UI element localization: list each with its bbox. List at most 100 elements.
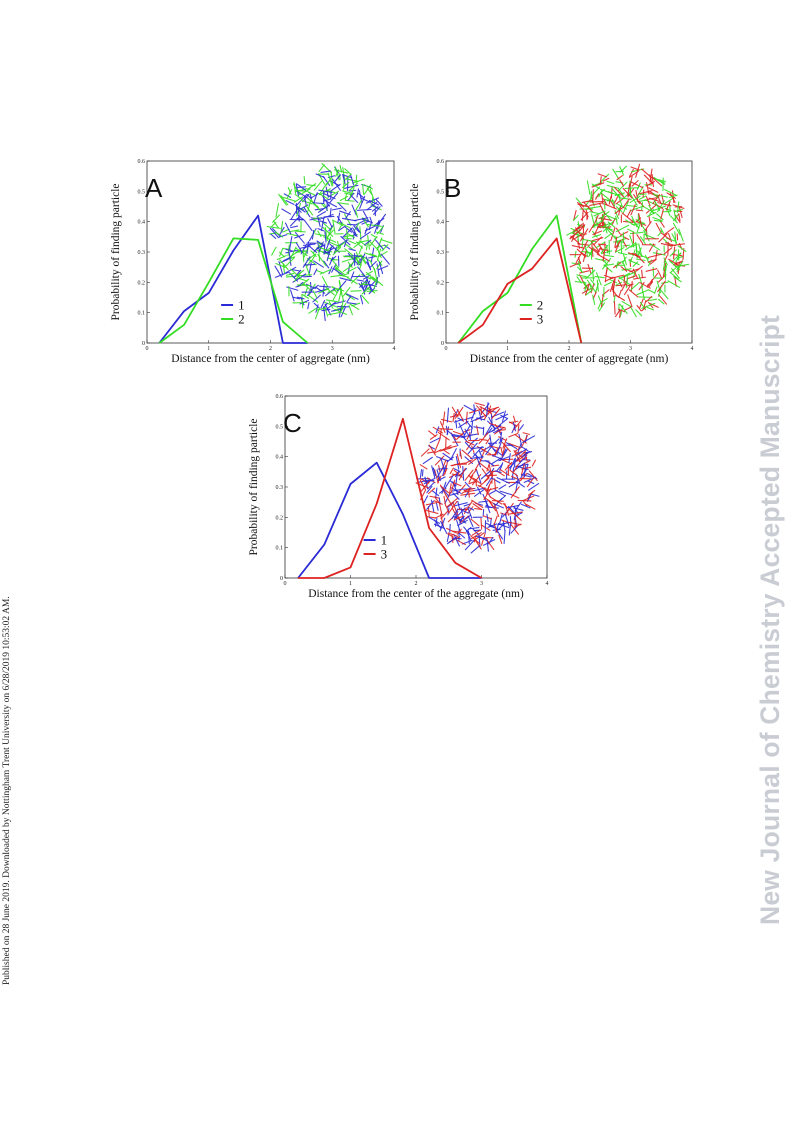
inset-stroke bbox=[480, 445, 491, 453]
inset-stroke bbox=[465, 440, 475, 446]
inset-stroke bbox=[327, 172, 333, 187]
inset-stroke bbox=[274, 271, 289, 278]
inset-stroke bbox=[653, 205, 667, 212]
inset-stroke bbox=[674, 263, 690, 268]
inset-stroke bbox=[376, 260, 383, 270]
inset-stroke bbox=[356, 239, 369, 244]
inset-stroke bbox=[323, 306, 326, 322]
inset-stroke bbox=[472, 477, 482, 485]
inset-stroke bbox=[306, 259, 312, 267]
inset-stroke bbox=[636, 289, 650, 296]
inset-stroke bbox=[353, 217, 369, 222]
inset-stroke bbox=[473, 426, 485, 429]
inset-stroke bbox=[573, 232, 585, 240]
inset-stroke bbox=[334, 174, 341, 182]
inset-stroke bbox=[673, 276, 682, 283]
inset-stroke bbox=[599, 188, 614, 195]
inset-stroke bbox=[438, 502, 443, 516]
inset-stroke bbox=[617, 251, 628, 256]
inset-stroke bbox=[334, 308, 348, 315]
inset-stroke bbox=[326, 301, 337, 310]
inset-stroke bbox=[419, 478, 430, 484]
inset-stroke bbox=[485, 522, 495, 528]
inset-stroke bbox=[514, 479, 519, 494]
inset-stroke bbox=[620, 266, 628, 272]
inset-stroke bbox=[629, 234, 635, 248]
inset-stroke bbox=[279, 259, 289, 271]
inset-stroke bbox=[456, 519, 461, 532]
inset-stroke bbox=[501, 444, 506, 458]
inset-stroke bbox=[479, 447, 492, 455]
inset-stroke bbox=[633, 276, 647, 280]
inset-stroke bbox=[298, 273, 307, 280]
inset-stroke bbox=[317, 216, 321, 227]
inset-stroke bbox=[338, 222, 344, 230]
inset-stroke bbox=[630, 181, 644, 189]
inset-stroke bbox=[309, 191, 312, 199]
inset-stroke bbox=[469, 433, 479, 436]
inset-stroke bbox=[313, 246, 321, 252]
inset-stroke bbox=[573, 223, 583, 234]
inset-stroke bbox=[453, 515, 464, 521]
inset-stroke bbox=[488, 490, 496, 495]
inset-stroke bbox=[283, 256, 292, 262]
inset-stroke bbox=[285, 249, 297, 254]
inset-stroke bbox=[628, 170, 639, 178]
inset-stroke bbox=[652, 193, 659, 199]
inset-stroke bbox=[497, 521, 512, 526]
inset-stroke bbox=[668, 203, 671, 212]
inset-stroke bbox=[609, 278, 616, 293]
inset-stroke bbox=[643, 229, 650, 242]
inset-stroke bbox=[480, 517, 483, 530]
inset-stroke bbox=[596, 253, 610, 262]
inset-stroke bbox=[355, 251, 361, 261]
inset-stroke bbox=[347, 233, 355, 239]
inset-stroke bbox=[641, 302, 656, 309]
inset-stroke bbox=[621, 280, 628, 291]
inset-stroke bbox=[603, 281, 612, 287]
inset-stroke bbox=[458, 422, 465, 436]
inset-stroke bbox=[456, 453, 462, 468]
inset-stroke bbox=[350, 227, 357, 237]
inset-stroke bbox=[320, 300, 326, 309]
inset-stroke bbox=[363, 274, 371, 280]
inset-stroke bbox=[478, 500, 489, 503]
inset-stroke bbox=[442, 452, 453, 461]
inset-stroke bbox=[299, 299, 310, 305]
inset-stroke bbox=[629, 193, 638, 206]
inset-stroke bbox=[464, 428, 471, 439]
y-tick-label: 0.5 bbox=[276, 424, 284, 430]
inset-stroke bbox=[295, 242, 303, 254]
inset-stroke bbox=[355, 200, 362, 211]
inset-stroke bbox=[604, 203, 617, 210]
inset-stroke bbox=[376, 221, 381, 230]
inset-stroke bbox=[344, 192, 353, 196]
inset-stroke bbox=[651, 174, 654, 188]
inset-stroke bbox=[502, 509, 510, 518]
inset-stroke bbox=[272, 214, 280, 223]
inset-stroke bbox=[348, 189, 357, 192]
inset-stroke bbox=[592, 234, 602, 238]
inset-stroke bbox=[635, 190, 639, 201]
inset-stroke bbox=[622, 198, 630, 209]
inset-stroke bbox=[350, 174, 355, 186]
inset-stroke bbox=[368, 199, 380, 206]
inset-stroke bbox=[626, 228, 635, 233]
inset-stroke bbox=[290, 289, 295, 302]
inset-stroke bbox=[598, 302, 606, 312]
inset-stroke bbox=[496, 477, 510, 484]
inset-stroke bbox=[674, 231, 677, 245]
inset-stroke bbox=[452, 492, 460, 500]
inset-stroke bbox=[654, 203, 664, 210]
inset-stroke bbox=[322, 195, 330, 207]
inset-stroke bbox=[502, 438, 508, 449]
inset-stroke bbox=[508, 522, 512, 536]
inset-stroke bbox=[452, 502, 459, 516]
inset-stroke bbox=[383, 244, 391, 250]
inset-stroke bbox=[328, 301, 334, 309]
inset-stroke bbox=[646, 191, 658, 197]
inset-stroke bbox=[669, 249, 677, 257]
inset-stroke bbox=[581, 240, 589, 253]
inset-stroke bbox=[485, 444, 494, 456]
